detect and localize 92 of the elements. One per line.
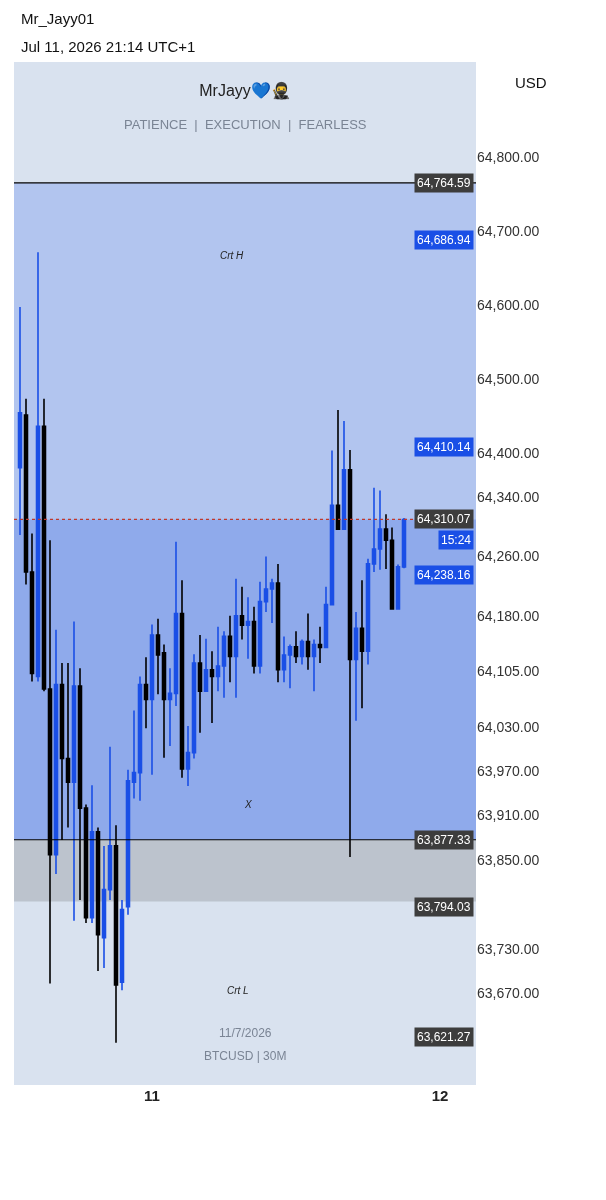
candlestick [125, 768, 131, 916]
candlestick [107, 745, 113, 901]
candlestick [203, 637, 209, 692]
candlestick [269, 577, 275, 624]
candlestick [167, 667, 173, 747]
annotation: 64,686.94 [417, 233, 471, 247]
y-tick-label: 64,030.00 [477, 718, 540, 735]
annotation: X [244, 799, 252, 810]
candlestick [281, 635, 287, 684]
candlestick [185, 725, 191, 787]
candlestick [329, 449, 335, 606]
candlestick [89, 784, 95, 924]
y-tick-label: 63,730.00 [477, 940, 540, 957]
text: Jul 11, 2026 21:14 UTC+1 [21, 38, 196, 55]
candlestick [143, 656, 149, 730]
candlestick [353, 611, 359, 722]
ref-line-label: 64,310.07 [417, 512, 471, 526]
text: MrJayy💙🥷 [199, 80, 291, 100]
candlestick [161, 643, 167, 759]
candlestick [233, 577, 239, 699]
ref-line-label: 64,764.59 [417, 176, 471, 190]
candlestick [365, 557, 371, 666]
candlestick [263, 555, 269, 613]
candlestick [191, 653, 197, 760]
y-tick-label: 63,670.00 [477, 985, 540, 1002]
candlestick [131, 709, 137, 800]
candlestick [377, 489, 383, 571]
y-tick-label: 64,700.00 [477, 222, 540, 239]
y-tick-label: 64,500.00 [477, 370, 540, 387]
candlestick [239, 586, 245, 641]
y-tick-label: 64,340.00 [477, 489, 540, 506]
annotation: 11/7/2026 [219, 1026, 272, 1040]
candlestick [227, 614, 233, 684]
candlestick [251, 606, 257, 675]
candlestick [383, 513, 389, 570]
y-tick-label: 64,600.00 [477, 296, 540, 313]
candlestick [305, 612, 311, 671]
text: Mr_Jayy01 [21, 10, 95, 27]
annotation: Crt H [220, 250, 245, 261]
candlestick [35, 251, 41, 683]
y-tick-label: 63,970.00 [477, 763, 540, 780]
candlestick [23, 398, 29, 586]
x-tick-label: 12 [431, 1087, 449, 1104]
annotation: 63,621.27 [417, 1030, 471, 1044]
candlestick [65, 662, 71, 829]
y-tick-label: 64,260.00 [477, 548, 540, 565]
candlestick [245, 596, 251, 660]
candlestick [287, 643, 293, 690]
candlestick [323, 586, 329, 649]
candlestick [311, 638, 317, 692]
candlestick [179, 579, 185, 779]
candlestick [209, 650, 215, 724]
annotation: 64,410.14 [417, 440, 471, 454]
x-tick-label: 11 [144, 1087, 160, 1104]
annotation: 64,238.16 [417, 568, 471, 582]
y-tick-label: 63,850.00 [477, 851, 540, 868]
text: USD [515, 74, 547, 91]
candlestick [293, 630, 299, 664]
candlestick [341, 420, 347, 531]
candlestick [197, 634, 203, 734]
candlestick [53, 628, 59, 875]
candlestick [371, 486, 377, 573]
candlestick [173, 540, 179, 707]
candlestick [275, 563, 281, 684]
candlestick [359, 579, 365, 710]
candlestick [119, 899, 125, 992]
candlestick [299, 638, 305, 666]
candlestick [221, 630, 227, 699]
text: PATIENCE | EXECUTION | FEARLESS [124, 117, 367, 132]
candlestick [17, 306, 23, 536]
annotation: Crt L [227, 985, 249, 996]
candlestick [71, 620, 77, 922]
candlestick [149, 623, 155, 776]
annotation: BTCUSD | 30M [204, 1049, 287, 1063]
candlestick [29, 532, 35, 683]
y-tick-label: 64,180.00 [477, 607, 540, 624]
y-tick-label: 63,910.00 [477, 807, 540, 824]
candlestick [137, 675, 143, 802]
candlestick [335, 409, 341, 531]
candlestick [257, 580, 263, 675]
y-tick-label: 64,400.00 [477, 444, 540, 461]
y-tick-label: 64,800.00 [477, 148, 540, 165]
candlestick [215, 626, 221, 692]
candlestick [389, 526, 395, 611]
candlestick [41, 398, 47, 692]
annotation: 15:24 [441, 533, 472, 547]
ref-line-label: 63,877.33 [417, 833, 471, 847]
candlestick [101, 845, 107, 969]
y-tick-label: 64,105.00 [477, 663, 540, 680]
candlestick [317, 626, 323, 664]
annotation: 63,794.03 [417, 900, 471, 914]
candlestick [155, 617, 161, 695]
